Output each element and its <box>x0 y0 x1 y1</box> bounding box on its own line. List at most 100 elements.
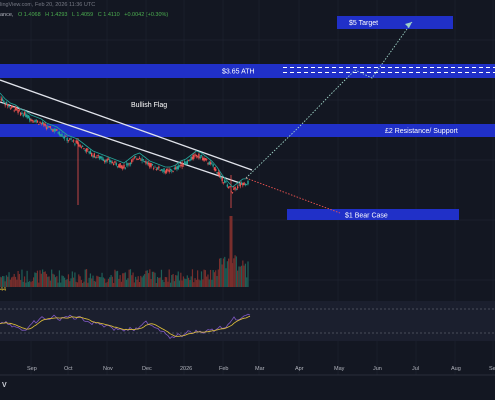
volume-bar <box>156 276 159 287</box>
candle-body <box>48 126 50 127</box>
volume-bar <box>30 282 32 287</box>
target-band[interactable] <box>337 16 453 29</box>
candle-body <box>184 161 186 165</box>
tradingview-logo[interactable]: V <box>2 382 7 389</box>
candle-body <box>147 162 150 165</box>
volume-bar <box>43 271 45 287</box>
volume-bar <box>32 277 35 287</box>
volume-bar <box>70 278 72 287</box>
candle-body <box>3 100 5 103</box>
volume-bar <box>164 276 166 287</box>
volume-bar <box>211 279 213 287</box>
candle-body <box>213 167 216 171</box>
candle-body <box>81 146 84 148</box>
x-tick-label: Sep <box>27 366 37 372</box>
candle-body <box>227 187 230 189</box>
volume-bar <box>237 270 239 287</box>
candle-body <box>246 184 248 186</box>
volume-bar <box>194 278 196 287</box>
candle-body <box>181 162 183 167</box>
candle-body <box>0 96 1 98</box>
candle-body <box>107 158 110 160</box>
candle-body <box>236 186 239 189</box>
bear-band[interactable] <box>287 209 459 220</box>
ath-band[interactable] <box>0 64 495 78</box>
candle-body <box>153 168 155 170</box>
target-label: $5 Target <box>349 20 378 27</box>
candle-body <box>12 106 14 108</box>
candle-body <box>178 165 181 167</box>
volume-bar <box>160 269 163 287</box>
volume-bar <box>159 277 161 287</box>
candle-body <box>211 163 213 164</box>
candle-body <box>123 164 125 168</box>
rsi-panel <box>0 301 495 341</box>
volume-bar <box>207 274 209 287</box>
resistance-band[interactable] <box>0 124 495 137</box>
volume-bar <box>1 276 4 287</box>
volume-bar <box>220 258 222 287</box>
volume-bar <box>0 276 1 287</box>
candle-body <box>43 123 45 126</box>
candle-body <box>47 126 49 129</box>
volume-bar <box>27 281 30 287</box>
candle-body <box>216 172 218 174</box>
volume-bar <box>107 278 110 287</box>
candle-body <box>160 169 163 171</box>
candle-body <box>35 119 37 122</box>
volume-bar <box>177 271 179 287</box>
volume-bar <box>8 272 10 287</box>
candle-body <box>158 166 160 169</box>
volume-bar <box>66 279 68 287</box>
candle-body <box>164 171 167 173</box>
volume-bar <box>175 275 177 287</box>
volume-bar <box>9 279 11 287</box>
candle-body <box>54 128 57 132</box>
volume-bar <box>246 277 248 287</box>
volume-bar <box>26 270 28 287</box>
resistance-label: £2 Resistance/ Support <box>385 128 458 135</box>
candle-body <box>141 158 143 162</box>
candle-body <box>72 140 75 142</box>
volume-bar <box>38 282 40 287</box>
volume-bar <box>234 255 236 287</box>
candle-body <box>154 166 156 168</box>
volume-bar <box>93 280 95 287</box>
volume-bar <box>96 275 98 287</box>
candle-body <box>128 163 130 165</box>
candle-body <box>76 141 79 144</box>
candle-body <box>187 160 190 161</box>
volume-bar <box>142 275 144 287</box>
candle-body <box>150 163 152 167</box>
bear-projection <box>245 177 341 214</box>
volume-bar <box>83 281 85 287</box>
x-tick-label: Oct <box>64 366 73 372</box>
channel-upper-line <box>0 79 253 171</box>
volume-bar <box>213 272 216 287</box>
volume-bar <box>218 258 221 287</box>
volume-bar <box>136 279 138 287</box>
candle-body <box>198 153 200 159</box>
candle-body <box>244 183 247 186</box>
volume-bar <box>44 271 46 287</box>
volume-bar <box>224 256 226 287</box>
candle-body <box>66 137 68 141</box>
candle-body <box>137 159 139 160</box>
volume-bar <box>240 265 243 287</box>
volume-bar <box>12 276 14 287</box>
volume-bar <box>195 279 197 287</box>
volume-bar <box>16 279 18 287</box>
candle-body <box>229 186 231 187</box>
candle-body <box>114 161 116 163</box>
volume-bar <box>113 282 115 287</box>
volume-bar <box>57 282 59 287</box>
volume-bar <box>120 281 123 287</box>
candle-body <box>41 122 44 125</box>
volume-bar <box>53 274 55 287</box>
candle-body <box>78 144 80 146</box>
volume-bar <box>102 277 104 287</box>
candle-body <box>62 136 64 138</box>
ohlc-open: O 1.4068 <box>18 12 41 18</box>
